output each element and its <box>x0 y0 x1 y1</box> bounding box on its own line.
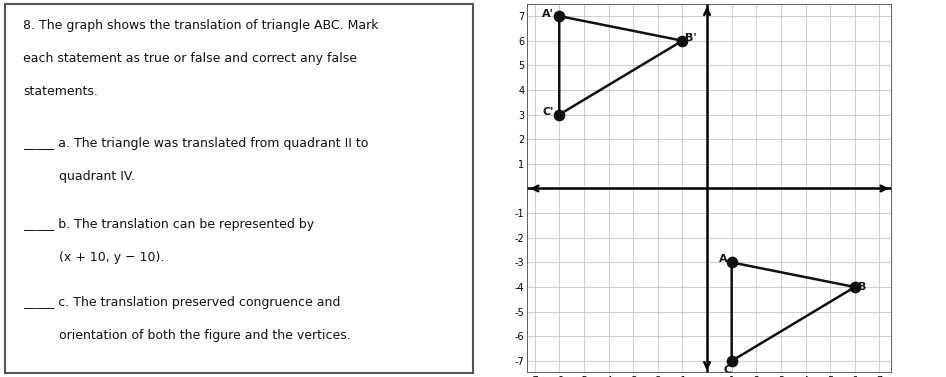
Text: C': C' <box>542 107 553 117</box>
Point <box>674 38 690 44</box>
Text: B: B <box>858 282 867 292</box>
Text: _____ c. The translation preserved congruence and: _____ c. The translation preserved congr… <box>24 296 341 309</box>
Text: (x + 10, y − 10).: (x + 10, y − 10). <box>24 251 165 264</box>
Point <box>848 284 863 290</box>
Text: quadrant IV.: quadrant IV. <box>24 170 135 183</box>
Text: C: C <box>724 365 732 374</box>
Point <box>552 13 567 19</box>
Text: each statement as true or false and correct any false: each statement as true or false and corr… <box>24 52 358 65</box>
Text: _____ b. The translation can be represented by: _____ b. The translation can be represen… <box>24 218 315 231</box>
Text: 8. The graph shows the translation of triangle ABC. Mark: 8. The graph shows the translation of tr… <box>24 18 379 32</box>
Text: A': A' <box>542 9 554 18</box>
Text: A: A <box>719 254 727 264</box>
Point <box>724 259 739 265</box>
Text: orientation of both the figure and the vertices.: orientation of both the figure and the v… <box>24 329 351 342</box>
Text: B': B' <box>685 33 697 43</box>
Text: statements.: statements. <box>24 85 98 98</box>
Text: _____ a. The triangle was translated from quadrant II to: _____ a. The triangle was translated fro… <box>24 137 369 150</box>
Point <box>724 358 739 364</box>
Point <box>552 112 567 118</box>
